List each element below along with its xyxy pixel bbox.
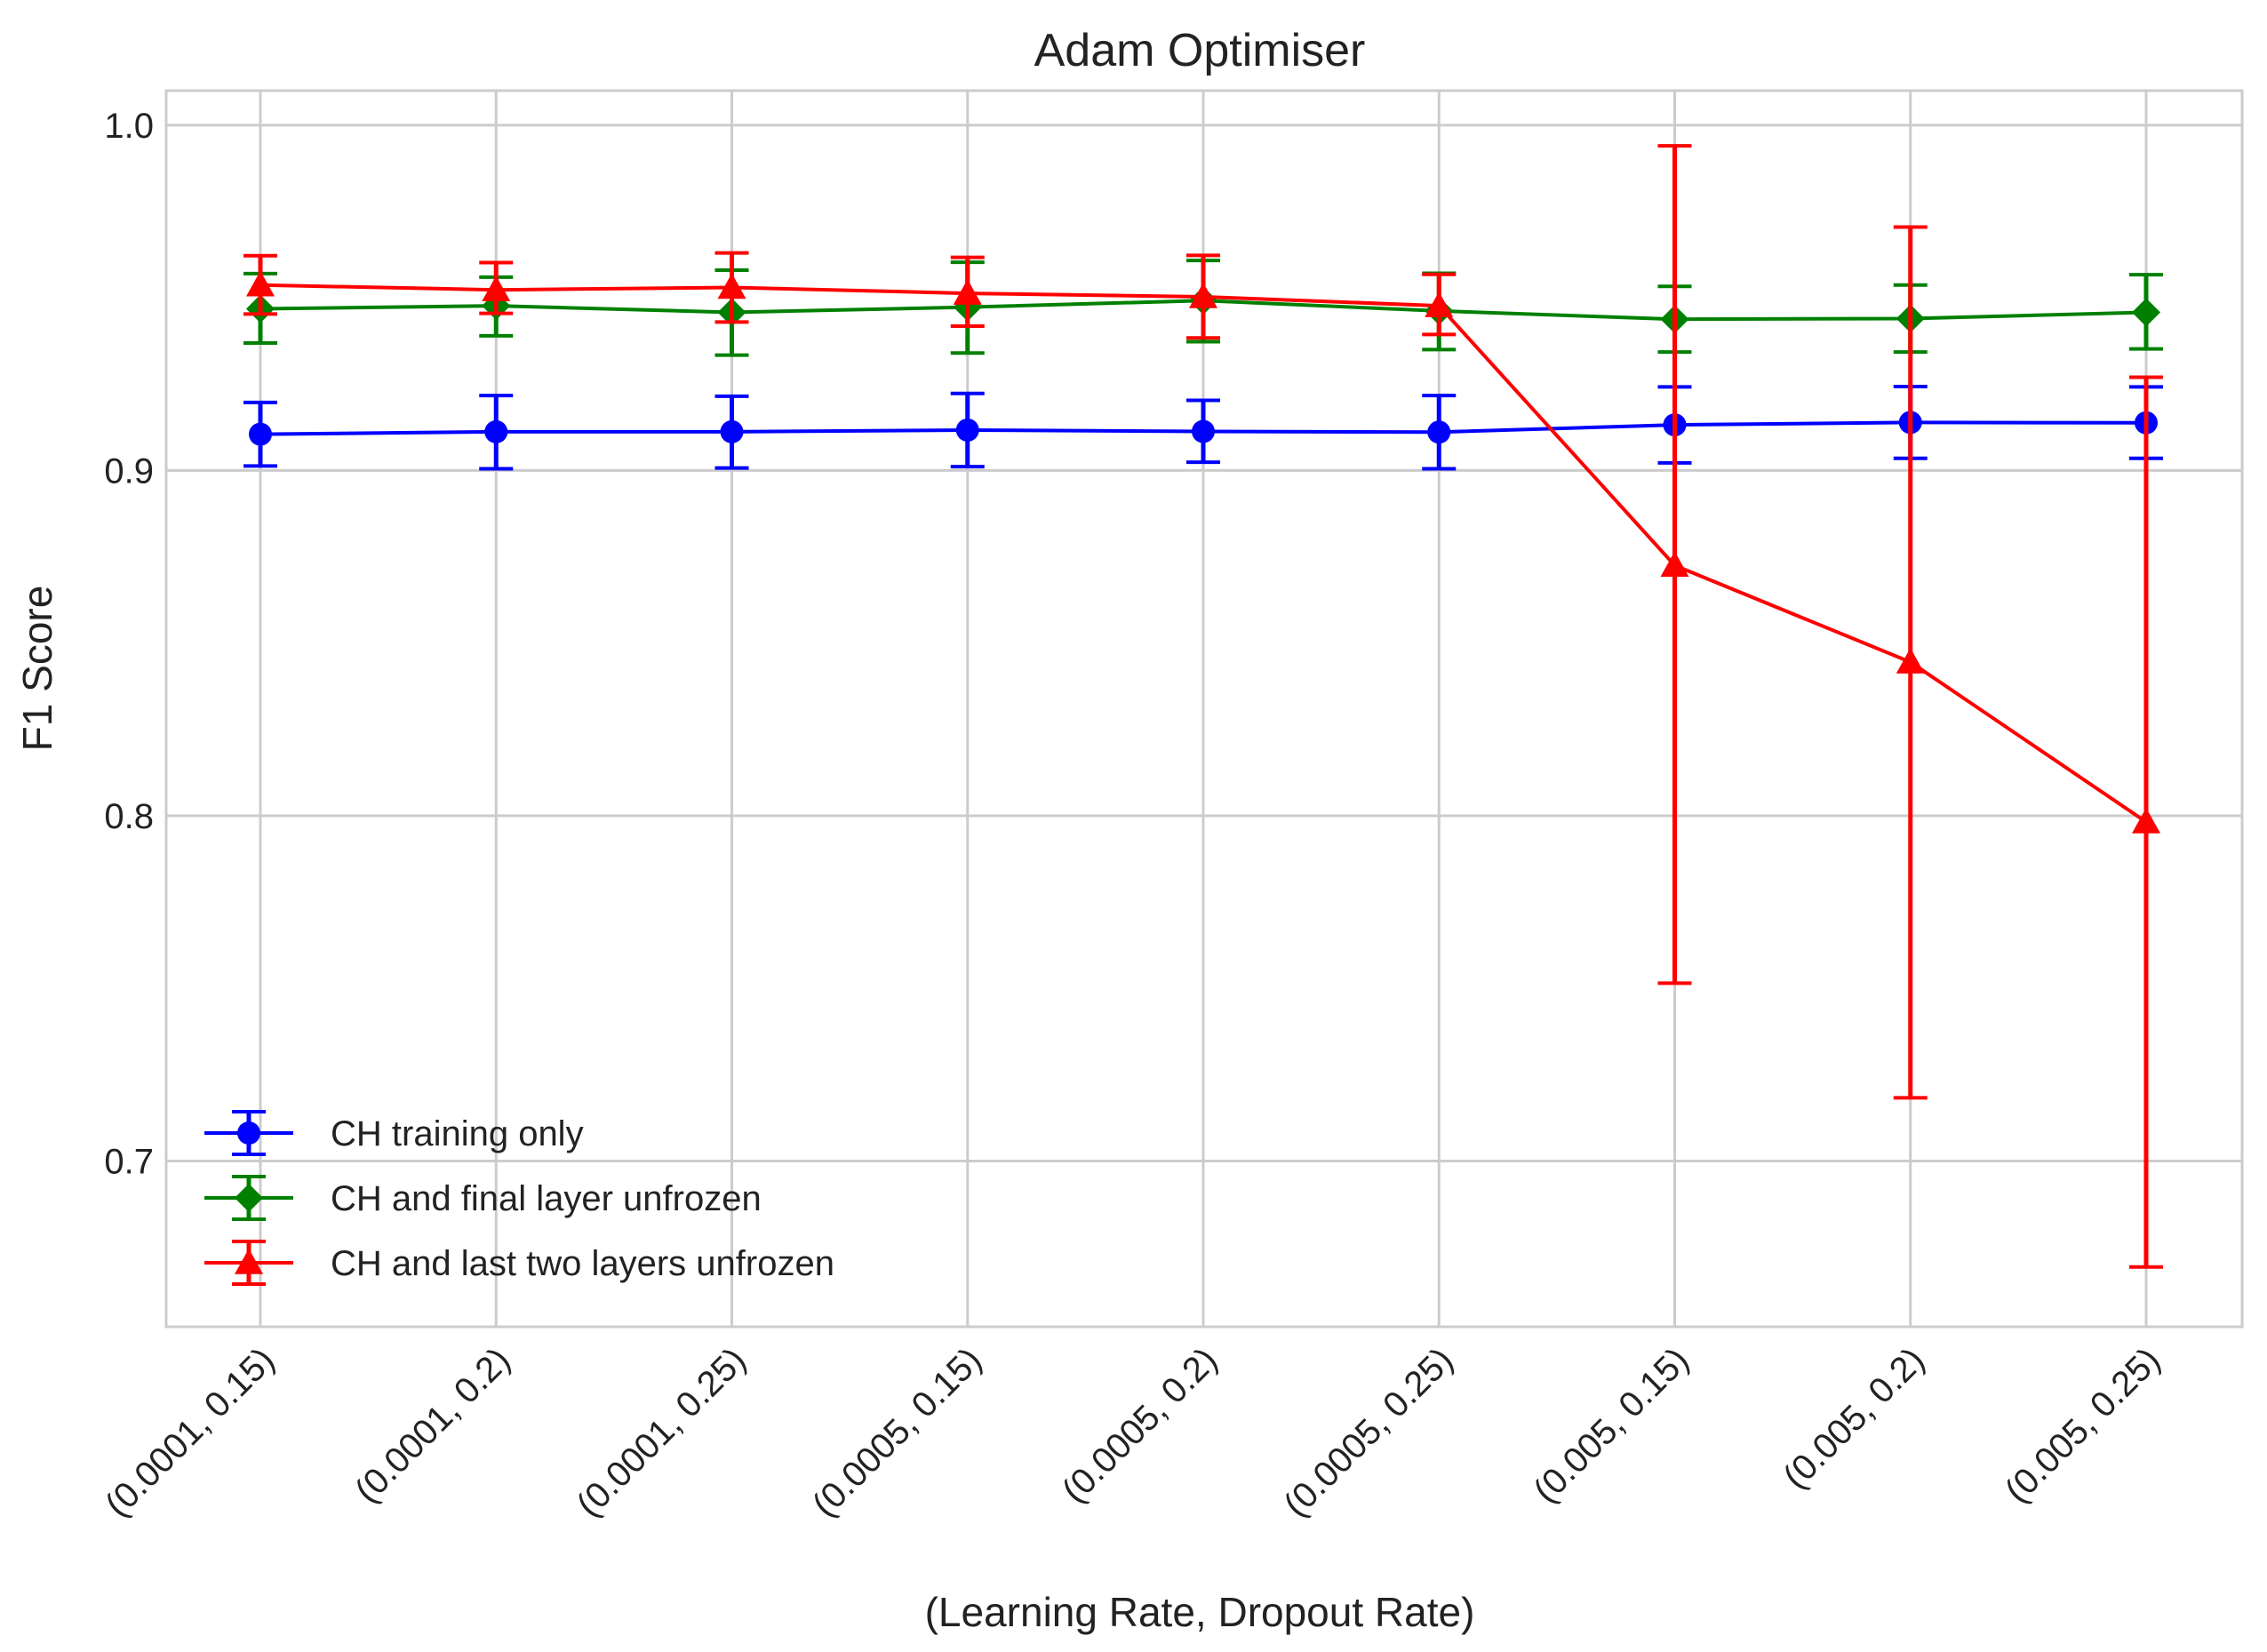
data-point xyxy=(1427,420,1451,444)
data-point xyxy=(249,422,272,446)
data-point xyxy=(1660,551,1689,578)
plot-frame xyxy=(164,89,2244,1329)
legend-marker xyxy=(235,1184,263,1212)
legend-label: CH and final layer unfrozen xyxy=(331,1179,762,1218)
data-point xyxy=(482,275,511,301)
legend-label: CH training only xyxy=(331,1114,584,1153)
legend-marker xyxy=(235,1249,263,1274)
legend-entry-1: CH training only xyxy=(204,1110,584,1156)
legend-marker xyxy=(237,1121,260,1145)
legend: CH training only CH and final layer unfro… xyxy=(204,1110,834,1286)
chart-title: Adam Optimiser xyxy=(1034,25,1366,76)
data-point xyxy=(955,418,979,442)
data-point xyxy=(246,270,275,297)
y-tick-label: 0.8 xyxy=(104,797,154,836)
x-axis-label: (Learning Rate, Dropout Rate) xyxy=(925,1589,1475,1635)
data-point xyxy=(1425,291,1454,317)
y-tick-label: 0.7 xyxy=(104,1142,154,1181)
data-point xyxy=(720,419,744,443)
data-point xyxy=(953,279,982,305)
data-point xyxy=(1896,648,1925,674)
y-axis-label: F1 Score xyxy=(14,586,60,752)
series-3 xyxy=(243,144,2163,1269)
data-point xyxy=(2132,807,2160,834)
legend-entry-3: CH and last two layers unfrozen xyxy=(204,1240,834,1286)
data-point xyxy=(1189,282,1217,308)
legend-entry-2: CH and final layer unfrozen xyxy=(204,1175,762,1221)
y-tick-label: 1.0 xyxy=(104,107,154,146)
data-point xyxy=(717,273,746,299)
series-layer xyxy=(243,144,2163,1269)
data-point xyxy=(1192,419,1215,443)
data-point xyxy=(484,419,508,443)
y-tick-label: 0.9 xyxy=(104,451,154,491)
data-point xyxy=(2132,298,2160,327)
legend-label: CH and last two layers unfrozen xyxy=(331,1244,834,1283)
